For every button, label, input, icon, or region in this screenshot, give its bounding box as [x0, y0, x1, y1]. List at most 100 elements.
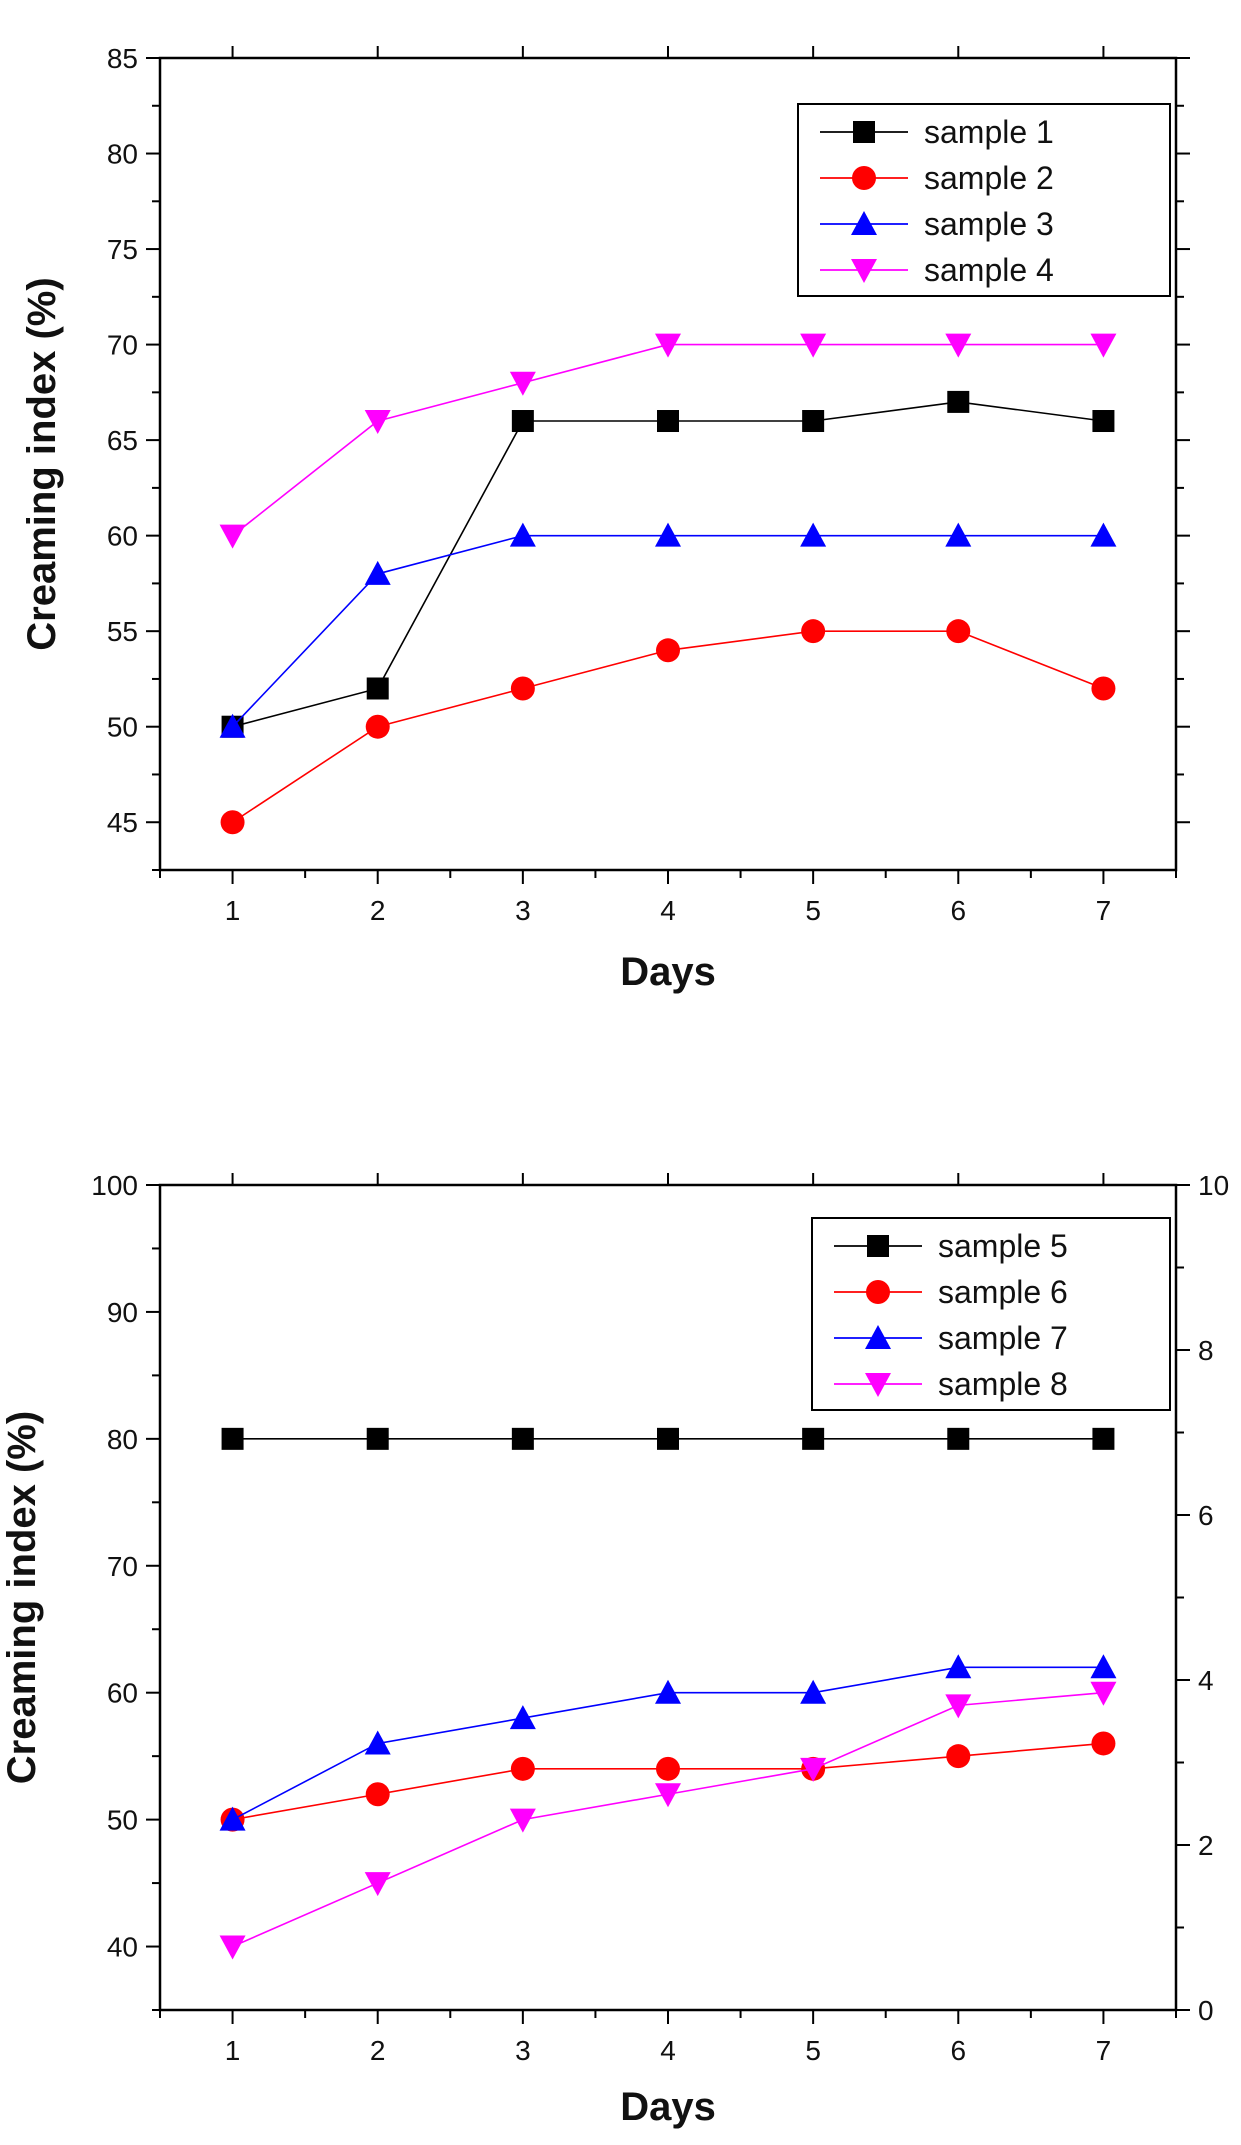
y-tick-label: 80 — [107, 139, 138, 170]
legend-label: sample 8 — [938, 1366, 1068, 1402]
y-tick-label: 65 — [107, 425, 138, 456]
y-tick-label: 90 — [107, 1297, 138, 1328]
legend-marker — [851, 259, 877, 283]
y-tick-label: 70 — [107, 1551, 138, 1582]
legend-label: sample 2 — [924, 160, 1054, 196]
y-tick-label: 60 — [107, 521, 138, 552]
data-point — [946, 1744, 971, 1769]
data-point — [509, 1705, 536, 1730]
data-point — [364, 410, 391, 435]
x-tick-label: 5 — [805, 895, 821, 926]
right-y-tick-label: 8 — [1198, 1335, 1214, 1366]
data-point — [511, 410, 534, 433]
series-line — [232, 1691, 1104, 1948]
data-point — [800, 1679, 827, 1704]
x-axis-title: Days — [620, 2085, 716, 2129]
series-sample-6 — [220, 1731, 1116, 1832]
series-line — [232, 343, 1104, 537]
x-tick-label: 6 — [950, 895, 966, 926]
chart-panel-2: 1 2 3 4 5 6 7 40 50 60 70 80 90 100 0 2 4 6 8 10 Days Creamin… — [0, 1170, 1229, 2129]
data-point — [802, 410, 825, 433]
legend: sample 5 sample 6 sample 7 sample 8 — [811, 1217, 1171, 1411]
y-tick-label: 50 — [107, 712, 138, 743]
data-point — [946, 619, 971, 644]
data-point — [509, 522, 536, 547]
series-sample-5 — [221, 1427, 1115, 1450]
series-sample-2 — [220, 619, 1116, 835]
data-point — [221, 1427, 244, 1450]
data-point — [364, 1872, 391, 1897]
data-point — [800, 1757, 827, 1782]
series-sample-7 — [219, 1654, 1117, 1831]
x-tick-label: 2 — [370, 2035, 386, 2066]
data-point — [509, 1808, 536, 1833]
series-sample-8 — [219, 1681, 1117, 1960]
legend-marker — [865, 1325, 891, 1349]
legend-marker — [865, 1373, 891, 1397]
data-point — [655, 333, 681, 358]
series-line — [232, 1742, 1104, 1821]
data-point — [800, 333, 827, 358]
data-point — [511, 1427, 534, 1450]
data-point — [801, 619, 826, 644]
data-point — [1091, 676, 1116, 701]
y-tick-label: 70 — [107, 330, 138, 361]
x-tick-label: 1 — [225, 895, 241, 926]
data-point — [1090, 333, 1117, 358]
y-axis-title: Creaming index (%) — [20, 277, 64, 650]
data-point — [220, 810, 245, 835]
data-point — [655, 1679, 681, 1704]
data-point — [945, 522, 972, 547]
right-y-tick-label: 6 — [1198, 1500, 1214, 1531]
x-tick-label: 6 — [950, 2035, 966, 2066]
data-point — [656, 638, 680, 663]
legend-label: sample 6 — [938, 1274, 1068, 1310]
data-point — [219, 1935, 246, 1960]
data-point — [802, 1427, 825, 1450]
data-point — [947, 1427, 970, 1450]
data-point — [1090, 1681, 1117, 1706]
data-point — [366, 1427, 389, 1450]
data-point — [945, 1654, 972, 1679]
legend-label: sample 4 — [924, 252, 1054, 288]
y-axis-title: Creaming index (%) — [0, 1411, 44, 1784]
data-point — [510, 1756, 535, 1781]
right-y-tick-label: 2 — [1198, 1830, 1214, 1861]
data-point — [655, 1783, 681, 1808]
x-tick-label: 1 — [225, 2035, 241, 2066]
data-point — [219, 1806, 246, 1831]
data-point — [219, 524, 246, 549]
series-sample-4 — [219, 333, 1117, 549]
x-tick-label: 7 — [1096, 2035, 1112, 2066]
x-tick-label: 2 — [370, 895, 386, 926]
data-point — [945, 1694, 972, 1719]
right-y-tick-label: 0 — [1198, 1995, 1214, 2026]
series-line — [231, 534, 1104, 728]
right-y-tick-label: 10 — [1198, 1170, 1229, 1201]
data-point — [945, 333, 972, 358]
data-point — [947, 390, 970, 413]
data-point — [1090, 1654, 1117, 1679]
series-sample-3 — [219, 522, 1117, 738]
x-tick-label: 5 — [805, 2035, 821, 2066]
x-axis-title: Days — [620, 950, 716, 994]
data-point — [366, 677, 389, 700]
legend-marker — [853, 121, 875, 143]
data-point — [800, 522, 827, 547]
legend: sample 1 sample 2 sample 3 sample 4 — [797, 103, 1171, 297]
data-point — [509, 371, 536, 396]
x-tick-label: 4 — [660, 2035, 676, 2066]
legend-label: sample 3 — [924, 206, 1054, 242]
legend-marker — [852, 166, 876, 190]
legend-label: sample 5 — [938, 1228, 1068, 1264]
data-point — [510, 676, 535, 701]
legend-marker — [867, 1235, 889, 1257]
data-point — [365, 1782, 390, 1807]
x-tick-label: 3 — [515, 2035, 531, 2066]
data-point — [1092, 1427, 1115, 1450]
legend-label: sample 1 — [924, 114, 1054, 150]
data-point — [365, 714, 390, 739]
x-tick-label: 4 — [660, 895, 676, 926]
data-point — [657, 1427, 679, 1450]
